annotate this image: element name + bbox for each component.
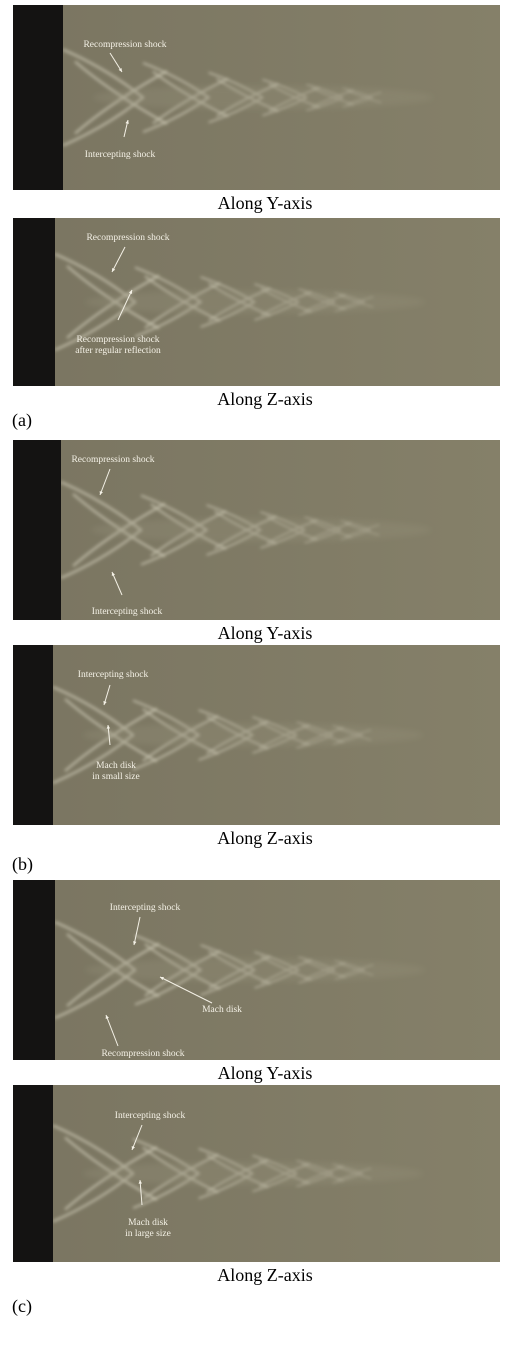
annotation: in large size xyxy=(125,1229,171,1239)
group-label: (c) xyxy=(12,1296,32,1317)
annotation: Intercepting shock xyxy=(110,903,181,913)
annotation: Intercepting shock xyxy=(115,1111,186,1121)
jet-core xyxy=(85,958,425,982)
nozzle-wall xyxy=(13,218,55,386)
annotation: Intercepting shock xyxy=(85,150,156,160)
annotation: Recompression shock xyxy=(86,233,169,243)
figure: Recompression shock Intercepting shock Alo… xyxy=(0,0,511,1349)
group-label: (a) xyxy=(12,410,32,431)
group-label: (b) xyxy=(12,854,33,875)
caption: Along Z-axis xyxy=(217,389,312,409)
jet-core xyxy=(93,86,433,110)
nozzle-wall xyxy=(13,440,61,620)
jet-core xyxy=(83,723,423,747)
nozzle-wall xyxy=(13,5,63,190)
nozzle-wall xyxy=(13,880,55,1060)
annotation: Recompression shock xyxy=(83,40,166,50)
caption: Along Z-axis xyxy=(217,1265,312,1285)
caption: Along Y-axis xyxy=(218,623,313,643)
nozzle-wall xyxy=(13,1085,53,1262)
schlieren-image: Intercepting shock Mach disk Recompression… xyxy=(13,880,500,1060)
jet-core xyxy=(91,518,431,542)
caption: Along Y-axis xyxy=(218,193,313,213)
caption: Along Z-axis xyxy=(217,828,312,848)
annotation: Intercepting shock xyxy=(92,607,163,617)
annotation: Recompression shock xyxy=(76,335,159,345)
nozzle-wall xyxy=(13,645,53,825)
annotation: in small size xyxy=(92,772,140,782)
annotation: Intercepting shock xyxy=(78,670,149,680)
annotation: Recompression shock xyxy=(101,1049,184,1059)
annotation: Mach disk xyxy=(96,761,136,771)
annotation: Mach disk xyxy=(202,1005,242,1015)
annotation: Recompression shock xyxy=(71,455,154,465)
annotation: after regular reflection xyxy=(75,345,161,356)
jet-core xyxy=(85,290,425,314)
caption: Along Y-axis xyxy=(218,1063,313,1083)
schlieren-image: Recompression shock Intercepting shock xyxy=(13,440,500,620)
annotation: Mach disk xyxy=(128,1218,168,1228)
jet-core xyxy=(83,1162,423,1186)
schlieren-image: Recompression shock Intercepting shock xyxy=(13,5,500,190)
